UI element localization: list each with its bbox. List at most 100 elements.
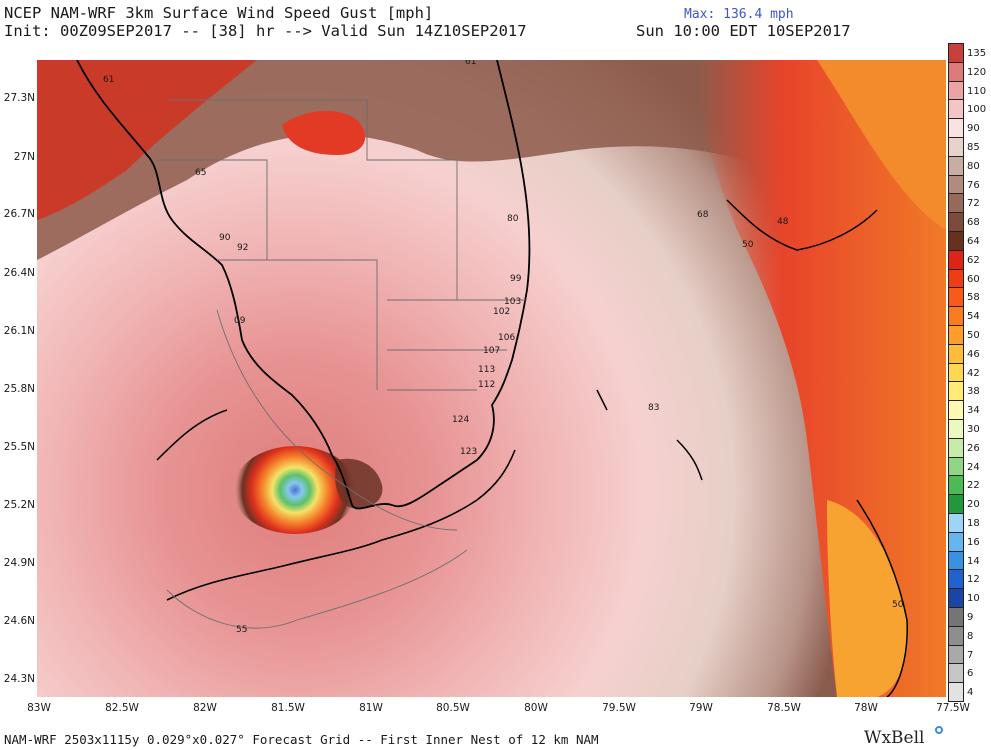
legend-level-label: 26 [967, 442, 980, 454]
map-value-label: 90 [219, 233, 231, 243]
legend-level-label: 80 [967, 160, 980, 172]
map-value-label: 80 [507, 214, 519, 224]
lat-label: 26.7N [3, 208, 35, 220]
wxbell-logo-mark [935, 726, 943, 734]
legend-level-label: 20 [967, 499, 980, 511]
legend-level-label: 8 [967, 630, 974, 642]
legend-swatch [948, 80, 964, 101]
legend-level-label: 90 [967, 123, 980, 135]
legend-swatch [948, 531, 964, 552]
lat-label: 24.3N [3, 673, 35, 685]
legend-swatch [948, 381, 964, 402]
map-value-label: 124 [452, 415, 470, 425]
map-value-label: 112 [478, 380, 496, 390]
lon-label: 77.5W [936, 702, 970, 714]
legend-level-label: 12 [967, 574, 980, 586]
legend-level-label: 34 [967, 405, 980, 417]
lat-label: 26.1N [3, 325, 35, 337]
legend-swatch [948, 569, 964, 590]
legend-swatch [948, 155, 964, 176]
lat-label: 24.9N [3, 557, 35, 569]
legend-swatch [948, 249, 964, 270]
legend-swatch [948, 494, 964, 514]
lat-label: 24.6N [3, 615, 35, 627]
legend-swatch [948, 43, 964, 63]
legend-level-label: 50 [967, 330, 980, 341]
lat-label: 25.5N [3, 441, 35, 453]
legend-swatch [948, 625, 964, 646]
lon-label: 81W [359, 702, 383, 714]
legend-level-label: 100 [967, 104, 987, 116]
legend-level-label: 64 [967, 236, 980, 247]
lon-label: 82W [193, 702, 217, 714]
legend-swatch [948, 663, 964, 684]
lon-label: 80W [524, 702, 548, 714]
legend-swatch [948, 61, 964, 82]
map-value-label: 107 [483, 346, 501, 356]
legend-swatch [948, 419, 964, 439]
map-value-label: 99 [510, 274, 522, 284]
legend-swatch [948, 550, 964, 571]
map-value-label: 103 [504, 297, 522, 307]
legend-level-label: 7 [967, 649, 974, 661]
map-value-label: 50 [892, 600, 904, 610]
legend-swatch [948, 118, 964, 138]
max-value-label: Max: 136.4 mph [684, 7, 794, 22]
map-value-label: 68 [697, 210, 709, 220]
legend-swatch [948, 644, 964, 665]
legend-level-label: 22 [967, 480, 980, 492]
legend-swatch [948, 325, 964, 345]
legend-swatch [948, 682, 964, 702]
legend-level-label: 110 [967, 85, 987, 97]
legend-level-label: 46 [967, 348, 980, 360]
lon-label: 81.5W [271, 702, 305, 714]
map-value-label: 123 [460, 447, 478, 457]
legend-swatch [948, 174, 964, 195]
lon-label: 83W [27, 702, 51, 714]
legend-level-label: 85 [967, 142, 980, 153]
legend-level-label: 58 [967, 292, 980, 304]
map-value-label: 61 [465, 60, 477, 67]
legend-level-label: 68 [967, 217, 980, 229]
legend-swatch [948, 231, 964, 251]
legend-level-label: 42 [967, 367, 980, 379]
map-value-label: 92 [237, 243, 249, 253]
legend-level-label: 38 [967, 386, 980, 398]
lat-label: 27.3N [3, 92, 35, 104]
map-value-label: 113 [478, 365, 496, 375]
lat-label: 25.2N [3, 499, 35, 511]
legend-level-label: 16 [967, 536, 980, 548]
legend-swatch [948, 400, 964, 420]
legend-swatch [948, 475, 964, 496]
legend-level-label: 62 [967, 254, 980, 266]
legend-swatch [948, 588, 964, 608]
legend-swatch [948, 607, 964, 627]
lat-label: 27N [13, 151, 35, 163]
legend-swatch [948, 268, 964, 289]
init-valid-line: Init: 00Z09SEP2017 -- [38] hr --> Valid … [4, 22, 527, 40]
map-value-label: 102 [493, 307, 511, 317]
legend-level-label: 54 [967, 311, 980, 323]
legend-level-label: 76 [967, 179, 980, 191]
map-value-label: 09 [234, 316, 246, 326]
legend-swatch [948, 287, 964, 308]
legend-level-label: 135 [967, 48, 987, 59]
legend-level-label: 24 [967, 461, 980, 473]
lon-label: 78.5W [767, 702, 801, 714]
legend-swatch [948, 456, 964, 477]
legend-level-label: 9 [967, 612, 974, 623]
legend-swatch [948, 362, 964, 383]
lon-label: 79W [689, 702, 713, 714]
legend-level-label: 4 [967, 687, 974, 699]
wind-gust-map: 61 61 65 90 92 80 68 48 50 99 103 102 09… [37, 60, 946, 697]
legend-level-label: 6 [967, 668, 974, 680]
legend-swatch [948, 437, 964, 458]
lat-label: 26.4N [3, 267, 35, 279]
map-value-label: 55 [236, 625, 248, 635]
map-canvas [37, 60, 946, 697]
legend-swatch [948, 99, 964, 120]
map-title: NCEP NAM-WRF 3km Surface Wind Speed Gust… [4, 4, 434, 22]
legend-swatch [948, 137, 964, 157]
map-value-label: 65 [195, 168, 207, 178]
lon-label: 82.5W [105, 702, 139, 714]
